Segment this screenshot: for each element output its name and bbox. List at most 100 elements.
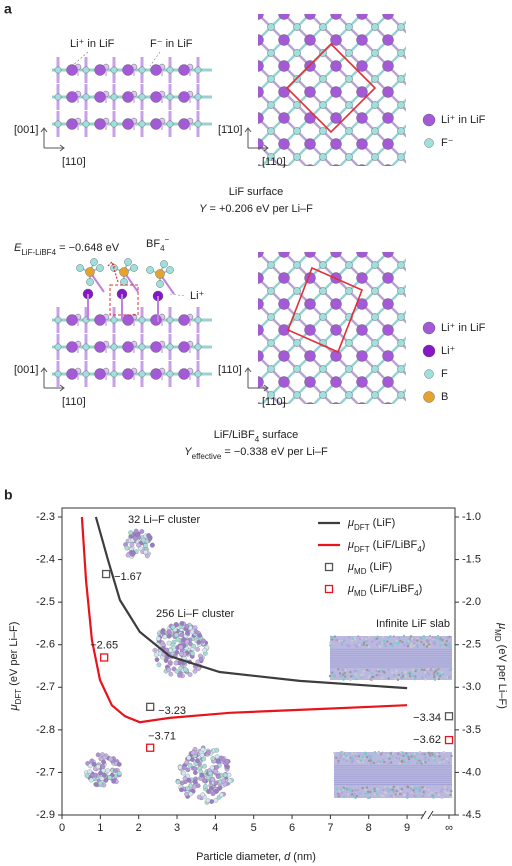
cluster-atom	[225, 764, 230, 770]
cluster-atom	[222, 772, 228, 778]
bf4-label: BF4−	[146, 235, 170, 253]
cluster-atom	[174, 632, 179, 638]
slab-atom	[367, 759, 371, 763]
atom	[319, 235, 326, 242]
slab-atom	[344, 669, 347, 672]
slab-atom	[424, 670, 427, 674]
slab-atom	[410, 791, 414, 794]
cluster-atom	[132, 535, 138, 541]
slab-atom	[356, 788, 360, 792]
bond	[375, 226, 388, 239]
value-label: −2.65	[90, 639, 118, 651]
slab-atom	[383, 642, 386, 645]
atom	[397, 313, 405, 321]
bond	[401, 1, 414, 14]
atom	[110, 316, 118, 324]
slab-atom	[422, 791, 425, 794]
axis-label: [001]	[14, 364, 38, 376]
cluster-atom	[221, 778, 226, 784]
move-arrow	[107, 261, 119, 283]
slab-atom	[423, 668, 426, 672]
bond	[258, 356, 259, 358]
atom	[94, 368, 106, 380]
atom	[382, 60, 394, 72]
slab-atom	[388, 757, 391, 760]
cluster-atom	[116, 762, 122, 767]
panel-label: b	[4, 487, 13, 503]
atom	[160, 260, 168, 268]
atom	[409, 247, 420, 258]
atom	[356, 86, 368, 98]
slab-atom	[420, 752, 423, 756]
slab-atom	[411, 674, 414, 677]
atom	[279, 402, 289, 404]
atom	[278, 350, 290, 362]
slab-atom	[368, 677, 372, 681]
atom	[409, 9, 420, 20]
slab-atom	[377, 670, 381, 673]
slab-atom	[337, 795, 340, 798]
slab-atom	[439, 637, 442, 640]
slab-atom	[407, 642, 410, 646]
slab-atom	[435, 677, 439, 680]
atom	[241, 391, 248, 398]
atom	[319, 101, 327, 109]
cluster-atom	[177, 660, 183, 666]
atom	[304, 376, 316, 388]
cluster-atom	[107, 775, 113, 781]
legend-label-part: μ	[347, 561, 354, 573]
slab-atom	[392, 790, 396, 793]
slab-atom	[382, 670, 385, 673]
slab-atom	[427, 758, 430, 762]
axis-arrow	[40, 127, 65, 152]
slab-atom	[334, 638, 337, 642]
atom	[304, 86, 316, 98]
cluster-atom	[175, 779, 181, 785]
md-point	[146, 743, 155, 752]
slab-atom	[446, 788, 449, 791]
y2-tick-label: -4.5	[462, 809, 481, 821]
bf4-label-part: −	[165, 235, 170, 244]
cluster-atom	[84, 773, 90, 779]
bond	[258, 354, 259, 356]
atom-label: F⁻ in LiF	[150, 38, 193, 50]
atom	[258, 60, 264, 72]
atom	[304, 112, 316, 124]
atom	[241, 75, 248, 82]
atom	[356, 34, 368, 46]
slab-atom	[389, 788, 393, 791]
bond	[71, 51, 89, 67]
atom	[422, 321, 436, 335]
slab-atom	[361, 755, 365, 759]
bond	[245, 0, 258, 1]
atom	[382, 298, 394, 310]
bond	[336, 252, 338, 253]
atom	[241, 339, 248, 346]
lattice-top-view	[241, 0, 420, 183]
energy: Y = +0.206 eV per Li–F	[199, 203, 313, 215]
legend-label: μMD (LiF)	[347, 561, 392, 576]
atom	[330, 34, 342, 46]
atom	[345, 127, 353, 135]
cluster-atom	[184, 639, 190, 645]
slab-atom	[431, 636, 435, 639]
slab-atom	[340, 750, 343, 754]
slab-atom	[414, 669, 417, 673]
cluster-atom	[166, 633, 172, 639]
bond	[282, 14, 284, 15]
slab-atom	[423, 787, 426, 790]
panel-label: a	[4, 1, 12, 17]
atom	[258, 324, 264, 336]
atom	[371, 153, 379, 161]
y-axis-label-part: (eV per Li–F)	[8, 622, 20, 689]
slab-atom	[433, 641, 436, 645]
atom	[166, 93, 174, 101]
slab-image	[333, 750, 453, 800]
bond	[310, 170, 323, 183]
atom	[267, 49, 275, 57]
atom	[120, 278, 128, 286]
cluster-atom	[201, 778, 207, 784]
x-tick-label: 8	[366, 822, 372, 834]
slab-atom	[375, 637, 379, 640]
cluster-atom	[206, 750, 211, 755]
